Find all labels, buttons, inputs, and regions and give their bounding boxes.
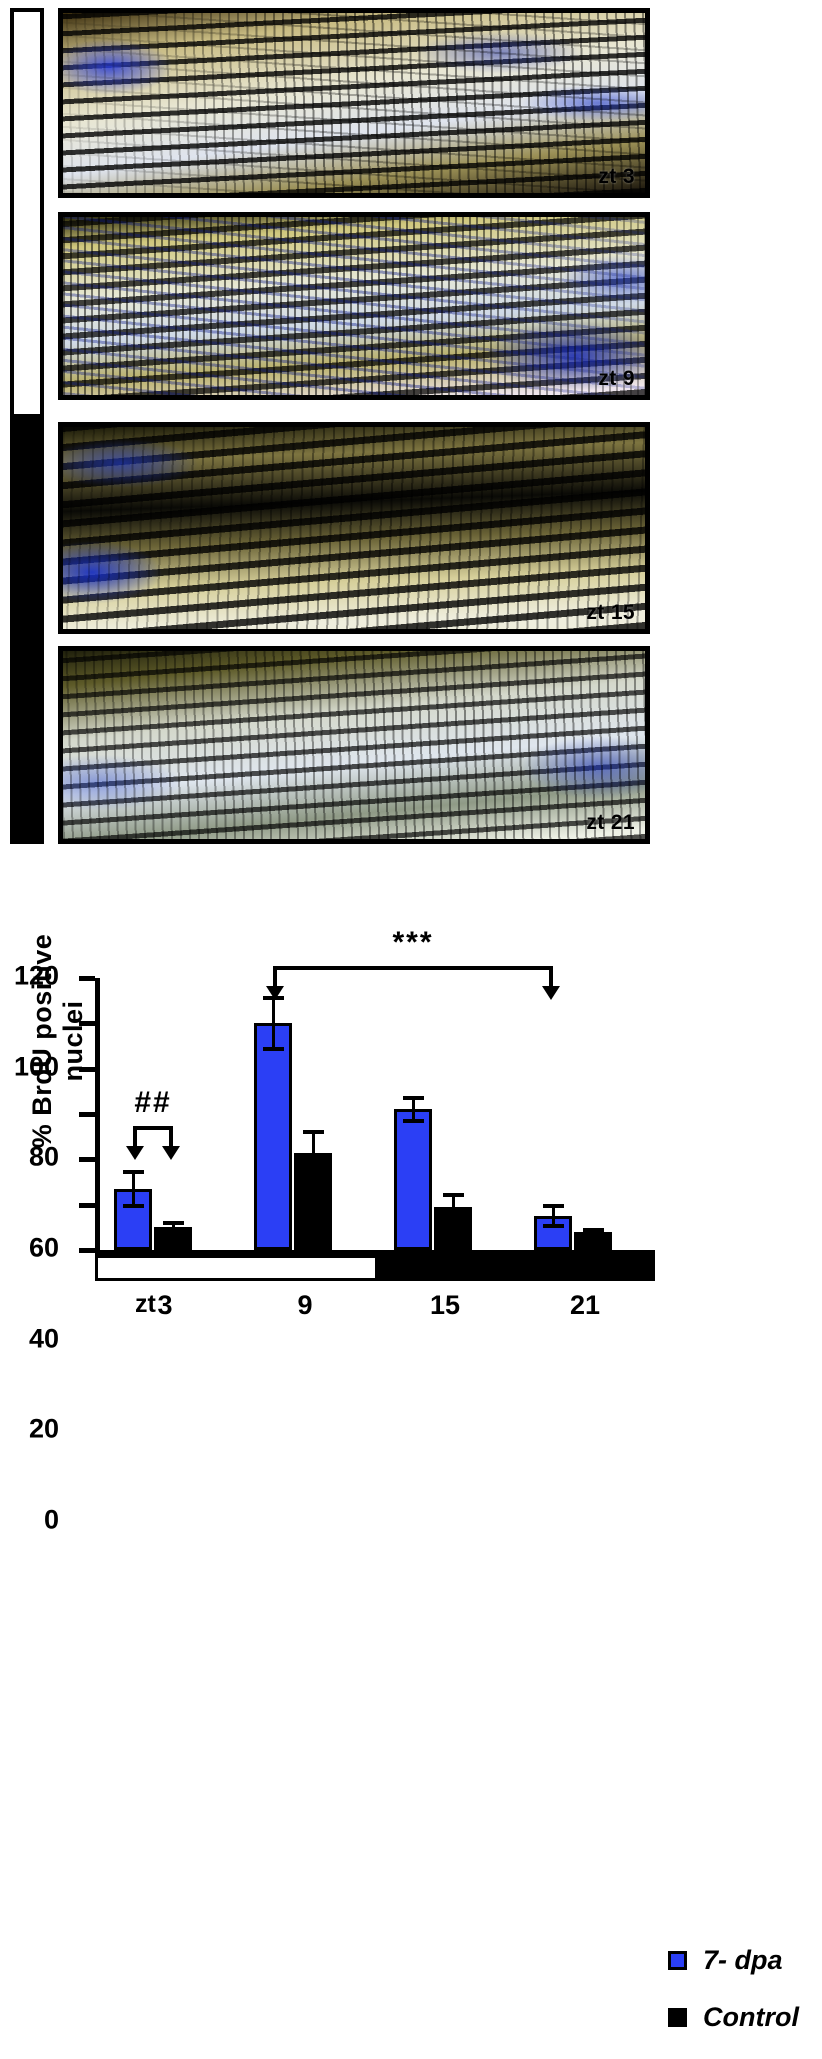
dark-phase-segment <box>10 418 44 844</box>
significance-hashes-label: ## <box>134 1086 172 1119</box>
tissue-speckle-zt15 <box>63 427 645 629</box>
bar-7dpa-zt9 <box>254 1023 292 1250</box>
legend-swatch-icon-control <box>668 2008 687 2027</box>
panel-label-zt21: zt 21 <box>586 811 635 834</box>
significance-stars-line <box>273 966 553 970</box>
x-tick-label-zt3: 3 <box>157 1290 173 1320</box>
significance-stars-label: *** <box>392 926 434 959</box>
x-axis-caption: zt <box>135 1290 156 1318</box>
y-axis-line <box>95 978 100 1250</box>
micrograph-zt9: zt 9 <box>58 212 650 400</box>
error-cap-lower-zt15-0 <box>402 1119 424 1124</box>
y-tick-0: 0 <box>44 1248 95 1535</box>
error-cap-upper-zt3-1 <box>162 1220 184 1225</box>
x-tick-label-zt9: 9 <box>297 1290 313 1320</box>
error-cap-upper-zt3-0 <box>122 1169 144 1174</box>
error-bar-control-zt15 <box>451 1193 455 1207</box>
light-dark-phase-bar <box>10 8 44 844</box>
error-bar-7dpa-zt3 <box>131 1169 135 1209</box>
x-tick-label-zt15: 15 <box>429 1290 461 1320</box>
legend-item-control: Control <box>668 2002 799 2033</box>
error-bar-7dpa-zt15 <box>411 1095 415 1124</box>
error-bar-7dpa-zt9 <box>271 996 275 1051</box>
error-cap-lower-zt3-0 <box>122 1204 144 1209</box>
light-phase-segment <box>10 8 44 418</box>
error-cap-lower-zt9-0 <box>262 1046 284 1051</box>
error-bar-7dpa-zt21 <box>551 1203 555 1229</box>
bar-control-zt3 <box>154 1227 192 1250</box>
significance-hashes-arrow-stem-1 <box>169 1126 173 1148</box>
panel-label-zt3: zt 3 <box>598 165 635 188</box>
error-bar-control-zt9 <box>311 1129 315 1153</box>
tissue-speckle-zt9 <box>63 217 645 395</box>
significance-stars-arrow-stem-0 <box>273 966 277 988</box>
significance-hashes-arrowhead-icon-1 <box>162 1146 180 1160</box>
micrograph-zt21: zt 21 <box>58 646 650 844</box>
error-cap-lower-zt21-0 <box>542 1224 564 1229</box>
micrograph-zt15: zt 15 <box>58 422 650 634</box>
error-cap-upper-zt15-0 <box>402 1095 424 1100</box>
tissue-image-zt3 <box>63 13 645 193</box>
y-tick-label-60: 60 <box>28 1232 59 1263</box>
chart-legend: 7- dpa Control <box>668 1945 799 2059</box>
y-tick-40: 40 <box>29 1157 95 1353</box>
x-axis-light-segment <box>98 1258 375 1278</box>
y-tick-label-80: 80 <box>28 1141 59 1172</box>
legend-label-control: Control <box>703 2002 799 2032</box>
y-tick-60: 60 <box>29 1112 95 1263</box>
significance-hashes-line <box>133 1126 173 1130</box>
significance-stars-arrowhead-icon-0 <box>266 986 284 1000</box>
y-tick-label-100: 100 <box>13 1051 59 1082</box>
legend-swatch-icon-7-dpa <box>668 1951 687 1970</box>
micrograph-zt3: zt 3 <box>58 8 650 198</box>
bar-7dpa-zt15 <box>394 1109 432 1250</box>
panel-label-zt15: zt 15 <box>586 601 635 624</box>
significance-hashes-arrow-stem-0 <box>133 1126 137 1148</box>
error-cap-upper-zt15-1 <box>442 1193 464 1198</box>
y-tick-label-40: 40 <box>28 1323 59 1354</box>
x-tick-label-zt21: 21 <box>569 1290 601 1320</box>
significance-stars-arrowhead-icon-1 <box>542 986 560 1000</box>
legend-item-7-dpa: 7- dpa <box>668 1945 799 1976</box>
tissue-speckle-zt3 <box>63 13 645 193</box>
x-axis-line <box>95 1250 655 1255</box>
y-tick-120: 120 <box>14 961 95 991</box>
plot-area: 0 20 40 60 80 100 120 *** ## 3 9 15 21 zt <box>14 928 655 1535</box>
micrograph-panel-group: zt 3 zt 9 zt 15 zt 21 <box>0 0 822 860</box>
significance-hashes-arrowhead-icon-0 <box>126 1146 144 1160</box>
bar-control-zt21 <box>574 1231 612 1250</box>
significance-stars-arrow-stem-1 <box>549 966 553 988</box>
y-tick-100: 100 <box>14 1021 95 1081</box>
tissue-image-zt15 <box>63 427 645 629</box>
tissue-image-zt21 <box>63 651 645 839</box>
bar-chart: % BrdU positive nuclei 0 20 40 60 80 100 120 *… <box>0 860 822 2033</box>
error-cap-upper-zt9-1 <box>302 1129 324 1134</box>
tissue-speckle-zt21 <box>63 651 645 839</box>
bar-control-zt9 <box>294 1152 332 1250</box>
legend-label-7-dpa: 7- dpa <box>703 1945 783 1975</box>
y-tick-label-120: 120 <box>13 960 59 991</box>
y-tick-20: 20 <box>29 1202 95 1444</box>
y-tick-label-0: 0 <box>43 1504 59 1535</box>
panel-label-zt9: zt 9 <box>598 367 635 390</box>
error-cap-upper-zt21-1 <box>582 1228 604 1233</box>
y-tick-label-20: 20 <box>28 1413 59 1444</box>
bar-control-zt15 <box>434 1206 472 1250</box>
y-tick-80: 80 <box>29 1066 95 1172</box>
error-cap-upper-zt21-0 <box>542 1203 564 1208</box>
x-axis-dark-segment <box>375 1258 652 1278</box>
x-axis-phase-bar <box>95 1255 655 1281</box>
